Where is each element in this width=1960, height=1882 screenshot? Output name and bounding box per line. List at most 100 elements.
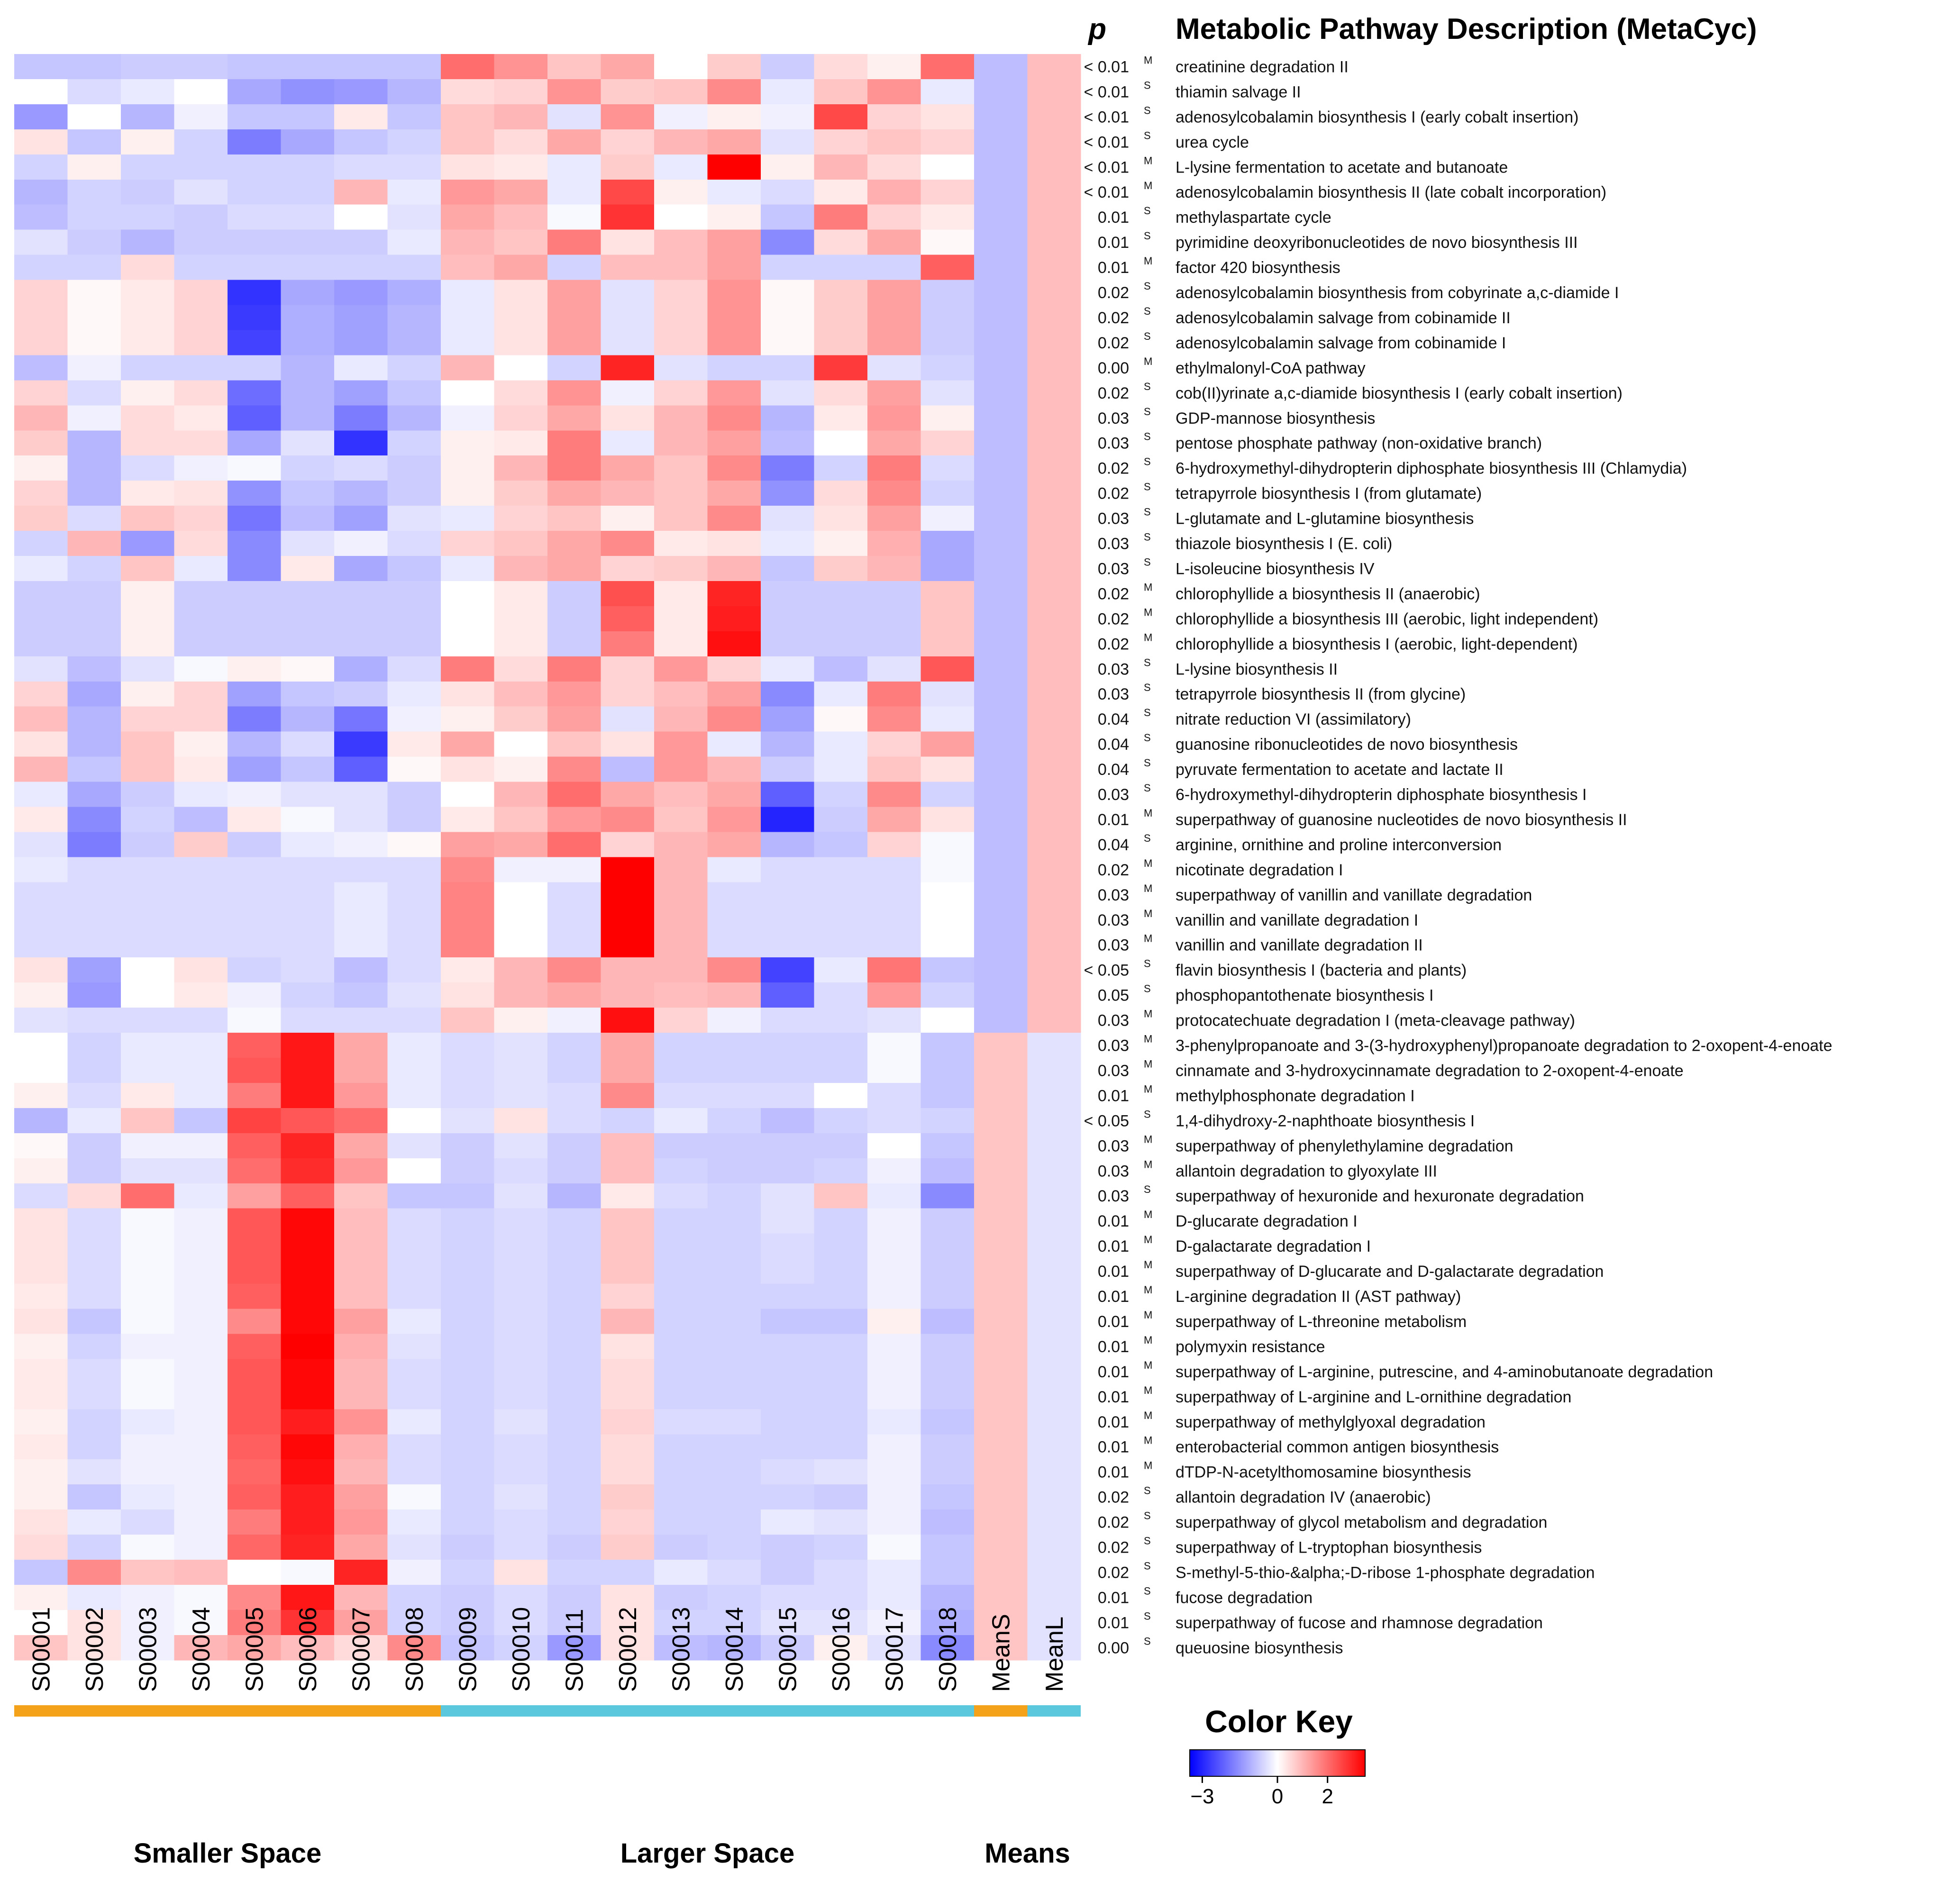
heatmap-cell bbox=[387, 204, 441, 230]
heatmap-cell bbox=[441, 731, 495, 757]
heatmap-cell bbox=[601, 1033, 655, 1058]
heatmap-cell bbox=[441, 280, 495, 306]
heatmap-cell bbox=[1027, 1258, 1081, 1284]
heatmap-cell bbox=[547, 932, 602, 958]
heatmap-cell bbox=[761, 756, 815, 782]
heatmap-cell bbox=[601, 1108, 655, 1134]
heatmap-cell bbox=[974, 531, 1028, 556]
heatmap-cell bbox=[228, 1609, 282, 1636]
row-tag: S bbox=[1144, 531, 1151, 543]
heatmap-cell bbox=[867, 1434, 921, 1460]
row-p-value: 0.03 bbox=[1098, 1012, 1129, 1030]
heatmap-cell bbox=[867, 79, 921, 105]
heatmap-cell bbox=[974, 355, 1028, 381]
heatmap-cell bbox=[974, 179, 1028, 205]
heatmap-cell bbox=[174, 1334, 228, 1359]
heatmap-cell bbox=[67, 857, 121, 882]
heatmap-cell bbox=[867, 1384, 921, 1409]
heatmap-cell bbox=[547, 1082, 602, 1109]
heatmap-cell bbox=[228, 1033, 282, 1058]
heatmap-cell bbox=[974, 1459, 1028, 1485]
heatmap-cell bbox=[228, 280, 282, 306]
heatmap-cell bbox=[654, 857, 708, 882]
heatmap-cell bbox=[761, 104, 815, 130]
heatmap-cell bbox=[441, 104, 495, 130]
heatmap-cell bbox=[814, 1183, 868, 1209]
heatmap-cell bbox=[387, 1434, 441, 1460]
heatmap-cell bbox=[654, 179, 708, 205]
group-bar bbox=[14, 1705, 441, 1717]
heatmap-cell bbox=[441, 229, 495, 255]
row-tag: S bbox=[1144, 757, 1151, 769]
heatmap-cell bbox=[814, 581, 868, 607]
row-p-value: 0.01 bbox=[1098, 1388, 1129, 1406]
heatmap-cell bbox=[334, 1283, 388, 1309]
heatmap-cell bbox=[14, 1283, 68, 1309]
heatmap-cell bbox=[974, 1233, 1028, 1259]
heatmap-cell bbox=[547, 204, 602, 230]
heatmap-cell bbox=[547, 1008, 602, 1033]
heatmap-cell bbox=[67, 229, 121, 255]
heatmap-cell bbox=[174, 1584, 228, 1610]
heatmap-cell bbox=[174, 380, 228, 406]
heatmap-cell bbox=[334, 506, 388, 531]
heatmap-cell bbox=[441, 1584, 495, 1610]
heatmap-cell bbox=[707, 882, 761, 908]
row-description: dTDP-N-acetylthomosamine biosynthesis bbox=[1176, 1464, 1471, 1482]
heatmap-cell bbox=[814, 932, 868, 958]
heatmap-cell bbox=[974, 656, 1028, 682]
heatmap-cell bbox=[761, 1158, 815, 1184]
heatmap-cell bbox=[441, 129, 495, 155]
heatmap-cell bbox=[334, 1509, 388, 1535]
heatmap-cell bbox=[121, 405, 175, 431]
heatmap-cell bbox=[814, 756, 868, 782]
row-p-value: < 0.01 bbox=[1084, 133, 1129, 151]
heatmap-cell bbox=[67, 255, 121, 281]
row-p-value: 0.02 bbox=[1098, 585, 1129, 603]
heatmap-cell bbox=[67, 1082, 121, 1109]
heatmap-cell bbox=[14, 129, 68, 155]
heatmap-cell bbox=[654, 1133, 708, 1159]
heatmap-cell bbox=[121, 1208, 175, 1234]
heatmap-cell bbox=[67, 430, 121, 456]
heatmap-cell bbox=[228, 1283, 282, 1309]
heatmap-cell bbox=[494, 405, 548, 431]
heatmap-cell bbox=[761, 531, 815, 556]
heatmap-cell bbox=[974, 581, 1028, 607]
heatmap-cell bbox=[814, 656, 868, 682]
heatmap-cell bbox=[547, 79, 602, 105]
heatmap-cell bbox=[334, 1183, 388, 1209]
heatmap-cell bbox=[547, 1033, 602, 1058]
row-p-value: 0.03 bbox=[1098, 1037, 1129, 1055]
heatmap-cell bbox=[441, 1158, 495, 1184]
heatmap-cell bbox=[228, 556, 282, 582]
heatmap-cell bbox=[761, 305, 815, 331]
sample-label: S00017 bbox=[881, 1607, 908, 1692]
row-tag: M bbox=[1144, 1309, 1152, 1321]
heatmap-cell bbox=[547, 1484, 602, 1510]
heatmap-cell bbox=[67, 481, 121, 506]
row-description: pyrimidine deoxyribonucleotides de novo … bbox=[1176, 234, 1578, 252]
heatmap-cell bbox=[974, 1560, 1028, 1585]
p-header: p bbox=[1087, 13, 1106, 45]
heatmap-cell bbox=[67, 1609, 121, 1636]
heatmap-cell bbox=[121, 1560, 175, 1585]
heatmap-cell bbox=[814, 54, 868, 80]
heatmap-cell bbox=[281, 1484, 335, 1510]
heatmap-cell bbox=[441, 882, 495, 908]
heatmap-cell bbox=[334, 330, 388, 355]
heatmap-cell bbox=[174, 932, 228, 958]
heatmap-cell bbox=[601, 807, 655, 833]
heatmap-cell bbox=[1027, 229, 1081, 255]
heatmap-cell bbox=[494, 455, 548, 481]
heatmap-cell bbox=[654, 832, 708, 857]
heatmap-cell bbox=[334, 857, 388, 882]
row-p-value: 0.03 bbox=[1098, 911, 1129, 929]
heatmap-cell bbox=[14, 681, 68, 707]
heatmap-cell bbox=[1027, 1409, 1081, 1435]
row-tag: S bbox=[1144, 305, 1151, 317]
sample-label: S00018 bbox=[934, 1607, 962, 1692]
heatmap-cell bbox=[67, 1560, 121, 1585]
heatmap-cell bbox=[441, 1359, 495, 1384]
heatmap-cell bbox=[494, 1183, 548, 1209]
